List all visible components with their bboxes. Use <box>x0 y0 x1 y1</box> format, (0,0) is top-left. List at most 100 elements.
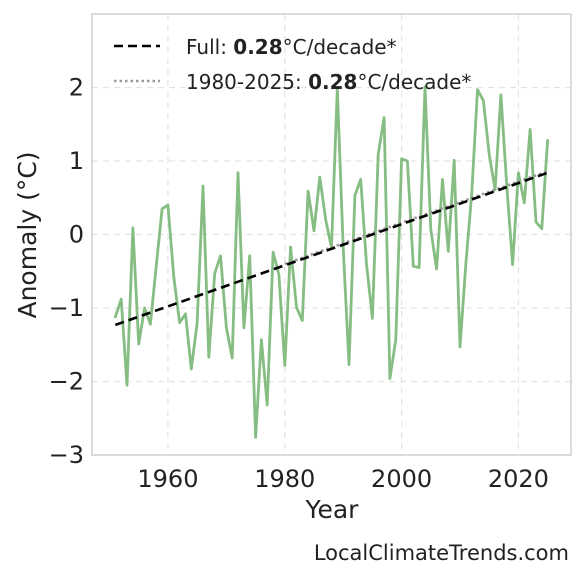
data-point <box>243 327 245 329</box>
watermark-text: LocalClimateTrends.com <box>314 541 569 565</box>
y-tick-label: 0 <box>69 221 84 249</box>
data-point <box>511 264 514 266</box>
data-point <box>476 89 479 91</box>
data-point <box>424 86 426 88</box>
x-tick-label: 1960 <box>137 465 198 493</box>
data-point <box>237 172 239 174</box>
axes-frame <box>91 13 572 456</box>
y-tick-label: 2 <box>69 74 84 102</box>
data-point <box>307 190 309 192</box>
y-tick-label: 1 <box>69 147 84 175</box>
data-point <box>126 384 128 386</box>
data-point <box>214 272 216 275</box>
data-point <box>488 153 490 155</box>
y-tick-label: −1 <box>49 294 84 322</box>
data-point <box>295 306 298 308</box>
data-point <box>529 128 531 130</box>
data-point <box>325 219 327 221</box>
data-point <box>219 255 222 257</box>
x-tick-label: 2020 <box>488 465 549 493</box>
data-point <box>260 339 262 341</box>
data-point <box>436 268 438 270</box>
data-point <box>208 356 210 358</box>
data-point <box>523 202 525 204</box>
data-point <box>430 228 432 230</box>
legend-recent-prefix: 1980-2025: <box>186 70 308 94</box>
data-point <box>278 274 280 276</box>
data-point <box>184 313 187 315</box>
data-point <box>459 346 461 348</box>
data-point <box>290 246 292 248</box>
data-point <box>465 262 467 264</box>
data-point <box>418 267 420 269</box>
data-point <box>354 194 356 197</box>
data-point <box>313 230 315 232</box>
data-point <box>360 178 362 180</box>
data-point <box>447 250 449 252</box>
data-point <box>500 94 502 96</box>
data-point <box>173 276 175 278</box>
data-point <box>255 436 257 438</box>
x-axis-label: Year <box>305 495 360 524</box>
x-tick-label: 2000 <box>371 465 432 493</box>
data-point <box>395 339 397 341</box>
data-point <box>144 307 146 309</box>
legend-recent-rate: 0.28 <box>308 70 357 94</box>
data-point <box>506 183 508 186</box>
data-point <box>336 87 338 89</box>
legend-label-full-trend: Full: 0.28°C/decade* <box>186 35 397 59</box>
data-point <box>547 139 549 141</box>
data-point <box>161 208 163 210</box>
data-point <box>371 317 373 319</box>
data-point <box>471 193 473 195</box>
trend-lines <box>114 170 549 327</box>
y-tick-label: −2 <box>49 368 84 396</box>
data-point <box>348 364 350 366</box>
legend-full-prefix: Full: <box>186 35 233 59</box>
trend-line-full <box>114 171 549 327</box>
data-point <box>202 185 204 187</box>
data-point <box>132 227 134 229</box>
data-point <box>377 153 379 155</box>
legend-label-recent-trend: 1980-2025: 0.28°C/decade* <box>186 70 471 94</box>
data-point <box>301 319 303 322</box>
data-point <box>231 357 233 359</box>
y-axis-label: Anomaly (°C) <box>13 151 42 318</box>
data-point <box>249 255 251 257</box>
legend-recent-unit: °C/decade* <box>357 70 471 94</box>
data-point <box>342 247 344 249</box>
data-point <box>517 172 520 174</box>
data-point <box>155 264 157 266</box>
data-point <box>272 251 274 253</box>
data-point <box>149 323 151 325</box>
data-point <box>412 265 414 267</box>
data-point <box>225 327 227 329</box>
data-point <box>190 368 192 370</box>
data-point <box>453 159 455 161</box>
data-point <box>114 316 116 318</box>
data-point <box>441 178 444 180</box>
data-point <box>482 100 484 102</box>
data-point <box>120 298 122 300</box>
data-point <box>406 160 408 162</box>
data-point <box>541 228 543 230</box>
data-point <box>167 204 169 206</box>
data-point <box>266 404 268 406</box>
y-tick-label: −3 <box>49 441 84 469</box>
data-point <box>383 117 385 119</box>
legend-full-unit: °C/decade* <box>283 35 397 59</box>
legend: Full: 0.28°C/decade* 1980-2025: 0.28°C/d… <box>114 35 471 94</box>
data-point <box>535 221 537 223</box>
legend-full-rate: 0.28 <box>233 35 282 59</box>
data-point <box>494 189 496 191</box>
data-point <box>196 322 198 324</box>
data-point <box>389 378 391 380</box>
data-point <box>179 322 181 324</box>
data-point <box>365 263 368 265</box>
data-point <box>319 176 321 178</box>
trend-line-recent <box>284 170 549 266</box>
data-point <box>138 343 140 345</box>
data-point <box>401 158 403 160</box>
